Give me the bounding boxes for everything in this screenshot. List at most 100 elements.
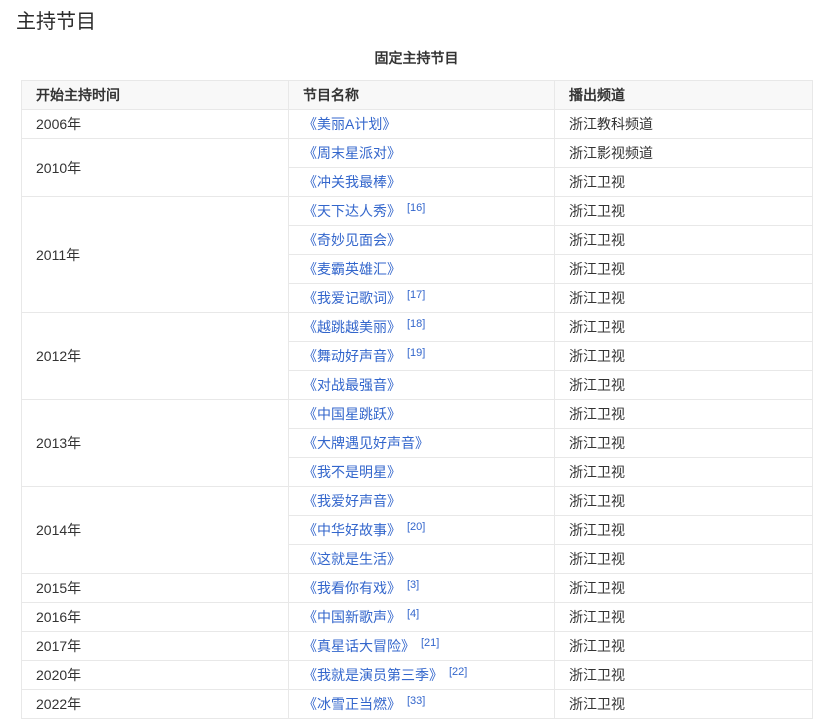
year-cell: 2017年 <box>21 631 289 661</box>
program-cell: 《麦霸英雄汇》 <box>288 254 555 284</box>
program-link[interactable]: 《中华好故事》 <box>303 522 401 538</box>
header-row: 开始主持时间 节目名称 播出频道 <box>21 80 813 110</box>
program-cell: 《周末星派对》 <box>288 138 555 168</box>
channel-cell: 浙江卫视 <box>554 573 813 603</box>
reference-link[interactable]: [4] <box>407 608 420 620</box>
reference-link[interactable]: [21] <box>421 637 440 649</box>
table-row: 2013年 《中国星跳跃》 浙江卫视 <box>21 399 813 487</box>
program-cell: 《美丽A计划》 <box>288 109 555 139</box>
channel-cell: 浙江卫视 <box>554 370 813 400</box>
table-row: 2010年 《周末星派对》 浙江影视频道 <box>21 138 813 197</box>
table-row: 2022年 《冰雪正当燃》 [33] 浙江卫视 <box>21 689 813 719</box>
year-cell: 2011年 <box>21 196 289 313</box>
program-link[interactable]: 《中国新歌声》 <box>303 609 401 625</box>
channel-cell: 浙江卫视 <box>554 486 813 516</box>
year-cell: 2014年 <box>21 486 289 574</box>
table-row: 2014年 《我爱好声音》 浙江卫视 <box>21 486 813 574</box>
channel-cell: 浙江影视频道 <box>554 138 813 168</box>
program-cell: 《天下达人秀》 [16] <box>288 196 555 226</box>
program-cell: 《我就是演员第三季》 [22] <box>288 660 555 690</box>
program-cell: 《大牌遇见好声音》 <box>288 428 555 458</box>
program-link[interactable]: 《越跳越美丽》 <box>303 319 401 335</box>
column-header-start-time: 开始主持时间 <box>21 80 289 110</box>
program-cell: 《这就是生活》 <box>288 544 555 574</box>
program-link[interactable]: 《冰雪正当燃》 <box>303 696 401 712</box>
program-cell: 《中国新歌声》 [4] <box>288 602 555 632</box>
table-row: 2017年 《真星话大冒险》 [21] 浙江卫视 <box>21 631 813 661</box>
program-link[interactable]: 《我就是演员第三季》 <box>303 667 443 683</box>
program-cell: 《舞动好声音》 [19] <box>288 341 555 371</box>
program-cell: 《中华好故事》 [20] <box>288 515 555 545</box>
channel-cell: 浙江卫视 <box>554 689 813 719</box>
channel-cell: 浙江卫视 <box>554 457 813 487</box>
column-header-program-name: 节目名称 <box>288 80 555 110</box>
reference-link[interactable]: [3] <box>407 579 420 591</box>
program-link[interactable]: 《我不是明星》 <box>303 464 401 480</box>
programs-table-wrap: 固定主持节目 开始主持时间 节目名称 播出频道 2006年 《美丽A计划》 浙江教科… <box>21 49 813 719</box>
year-cell: 2015年 <box>21 573 289 603</box>
program-cell: 《对战最强音》 <box>288 370 555 400</box>
channel-cell: 浙江教科频道 <box>554 109 813 139</box>
channel-cell: 浙江卫视 <box>554 167 813 197</box>
program-link[interactable]: 《周末星派对》 <box>303 145 401 161</box>
programs-table: 开始主持时间 节目名称 播出频道 2006年 《美丽A计划》 浙江教科频道 2010年… <box>21 80 813 719</box>
program-link[interactable]: 《麦霸英雄汇》 <box>303 261 401 277</box>
program-link[interactable]: 《天下达人秀》 <box>303 203 401 219</box>
table-row: 2015年 《我看你有戏》 [3] 浙江卫视 <box>21 573 813 603</box>
program-cell: 《冰雪正当燃》 [33] <box>288 689 555 719</box>
program-link[interactable]: 《我爱记歌词》 <box>303 290 401 306</box>
channel-cell: 浙江卫视 <box>554 544 813 574</box>
year-cell: 2013年 <box>21 399 289 487</box>
program-cell: 《我看你有戏》 [3] <box>288 573 555 603</box>
year-cell: 2012年 <box>21 312 289 400</box>
program-cell: 《我不是明星》 <box>288 457 555 487</box>
program-cell: 《我爱记歌词》 [17] <box>288 283 555 313</box>
program-link[interactable]: 《美丽A计划》 <box>303 116 397 132</box>
program-cell: 《中国星跳跃》 <box>288 399 555 429</box>
program-link[interactable]: 《我爱好声音》 <box>303 493 401 509</box>
channel-cell: 浙江卫视 <box>554 254 813 284</box>
table-caption: 固定主持节目 <box>374 50 459 66</box>
table-row: 2006年 《美丽A计划》 浙江教科频道 <box>21 109 813 139</box>
table-row: 《冲关我最棒》 浙江卫视 <box>22 167 813 197</box>
program-link[interactable]: 《大牌遇见好声音》 <box>303 435 429 451</box>
channel-cell: 浙江卫视 <box>554 399 813 429</box>
channel-cell: 浙江卫视 <box>554 312 813 342</box>
reference-link[interactable]: [16] <box>407 202 426 214</box>
channel-cell: 浙江卫视 <box>554 428 813 458</box>
table-row: 《中华好故事》 [20] 浙江卫视 <box>22 515 813 545</box>
table-row: 2012年 《越跳越美丽》 [18] 浙江卫视 <box>21 312 813 400</box>
table-row: 2011年 《天下达人秀》 [16] 浙江卫视 <box>21 196 813 313</box>
reference-link[interactable]: [33] <box>407 695 426 707</box>
program-link[interactable]: 《冲关我最棒》 <box>303 174 401 190</box>
table-row: 《麦霸英雄汇》 浙江卫视 <box>22 254 813 284</box>
reference-link[interactable]: [17] <box>407 289 426 301</box>
reference-link[interactable]: [20] <box>407 521 426 533</box>
table-row: 《这就是生活》 浙江卫视 <box>22 544 813 574</box>
program-link[interactable]: 《奇妙见面会》 <box>303 232 401 248</box>
reference-link[interactable]: [22] <box>449 666 468 678</box>
table-body: 2006年 《美丽A计划》 浙江教科频道 2010年 《周末星派对》 浙江影视频道 《冲关我… <box>21 109 813 719</box>
program-link[interactable]: 《我看你有戏》 <box>303 580 401 596</box>
channel-cell: 浙江卫视 <box>554 660 813 690</box>
program-link[interactable]: 《舞动好声音》 <box>303 348 401 364</box>
page-title: 主持节目 <box>16 11 96 33</box>
program-link[interactable]: 《中国星跳跃》 <box>303 406 401 422</box>
program-link[interactable]: 《对战最强音》 <box>303 377 401 393</box>
program-link[interactable]: 《真星话大冒险》 <box>303 638 415 654</box>
program-cell: 《真星话大冒险》 [21] <box>288 631 555 661</box>
channel-cell: 浙江卫视 <box>554 225 813 255</box>
table-row: 《大牌遇见好声音》 浙江卫视 <box>22 428 813 458</box>
program-link[interactable]: 《这就是生活》 <box>303 551 401 567</box>
year-cell: 2016年 <box>21 602 289 632</box>
reference-link[interactable]: [18] <box>407 318 426 330</box>
year-cell: 2022年 <box>21 689 289 719</box>
year-cell: 2006年 <box>21 109 289 139</box>
year-cell: 2020年 <box>21 660 289 690</box>
channel-cell: 浙江卫视 <box>554 631 813 661</box>
year-cell: 2010年 <box>21 138 289 197</box>
reference-link[interactable]: [19] <box>407 347 426 359</box>
table-row: 2016年 《中国新歌声》 [4] 浙江卫视 <box>21 602 813 632</box>
channel-cell: 浙江卫视 <box>554 341 813 371</box>
